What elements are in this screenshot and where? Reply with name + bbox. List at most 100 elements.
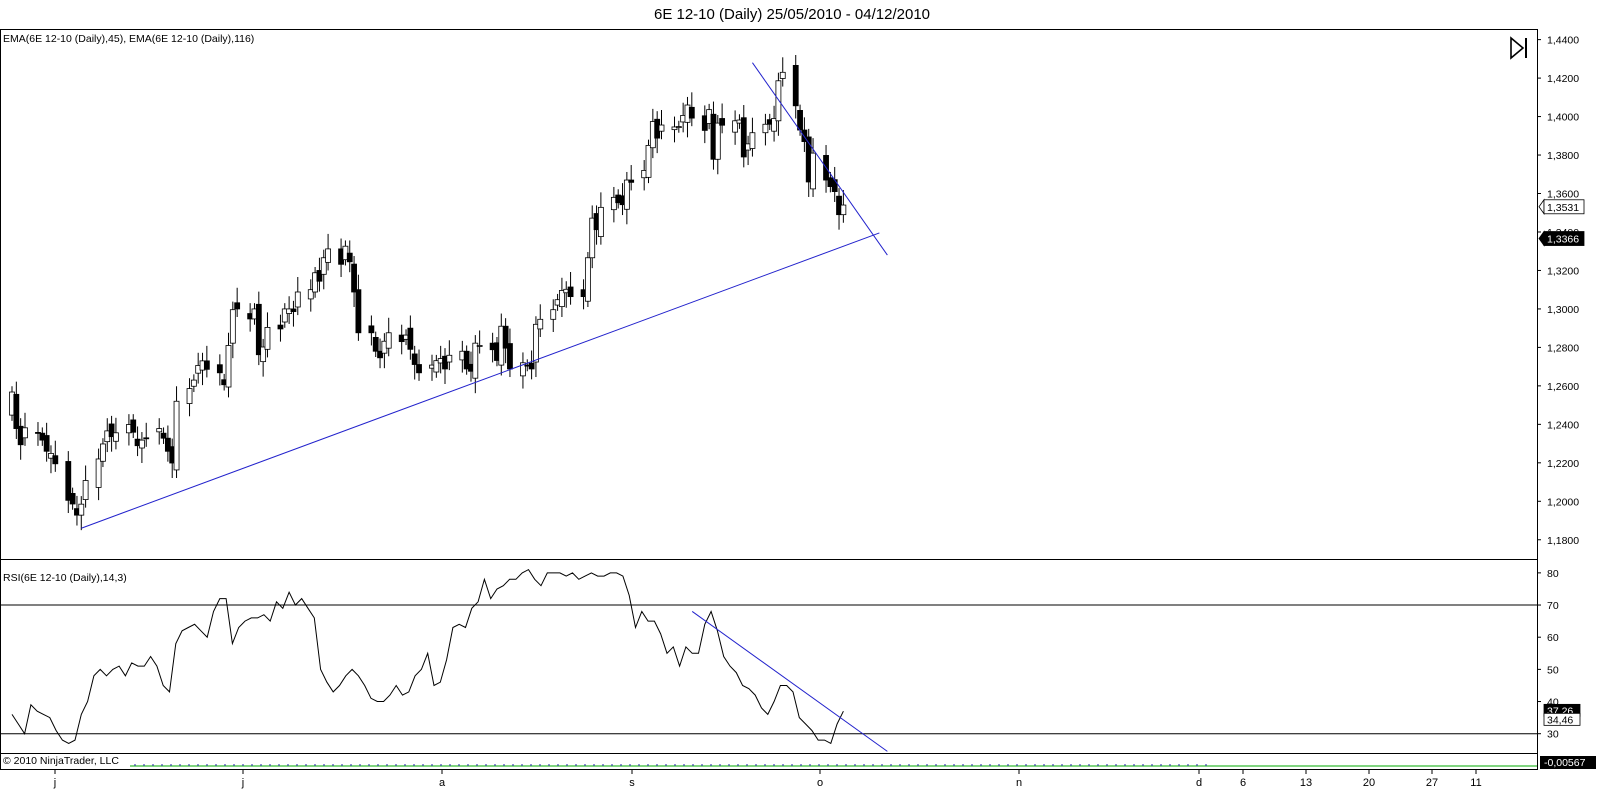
candle-body [69, 493, 76, 505]
candle-body [316, 270, 323, 282]
candle [584, 251, 591, 308]
chart-title: 6E 12-10 (Daily) 25/05/2010 - 04/12/2010 [654, 6, 930, 23]
candle [281, 303, 288, 328]
candle-body [567, 286, 574, 298]
candle-body [95, 458, 102, 488]
candle-body [762, 123, 769, 134]
panel-frames [0, 29, 1538, 770]
rsi-panel-frame [0, 559, 1538, 754]
x-tick-label: s [629, 777, 635, 789]
price-tick-label: 1,2000 [1547, 496, 1579, 508]
candle [775, 72, 782, 136]
candle-body [229, 309, 236, 344]
candle [411, 345, 418, 380]
candle [533, 316, 539, 378]
candle-body [255, 303, 262, 356]
candle [433, 354, 440, 378]
candle-body [749, 132, 756, 149]
price-trendlines [81, 62, 888, 529]
macd-series [130, 764, 1537, 767]
candle [385, 317, 392, 357]
candle [372, 331, 379, 358]
candle [416, 349, 422, 381]
candle-body [442, 355, 448, 370]
candle-body [225, 345, 232, 388]
candle-body [52, 455, 59, 465]
x-tick-label: 20 [1363, 777, 1375, 789]
candle-body [113, 432, 119, 442]
candle [225, 332, 232, 398]
candle-body [775, 80, 782, 122]
candle-body [771, 118, 777, 132]
candle [52, 440, 59, 472]
rsi-tick-label: 60 [1547, 632, 1559, 644]
candle [229, 301, 236, 359]
candle [190, 374, 197, 393]
candle-body [537, 318, 544, 330]
candle [732, 110, 739, 145]
candle [160, 427, 167, 444]
candle-body [840, 204, 847, 216]
candle [688, 92, 695, 127]
candle-body [502, 325, 509, 349]
candle [264, 312, 271, 358]
price-marker-arrow [1538, 230, 1545, 247]
candle-body [550, 309, 557, 320]
candle-body [433, 360, 440, 373]
candle [749, 117, 756, 157]
candle-body [377, 350, 383, 359]
candle-body [277, 324, 284, 330]
macd-value-marker-bg [1540, 756, 1596, 769]
candle [623, 171, 630, 225]
candle-body [368, 325, 375, 334]
rsi-indicator-label: RSI(6E 12-10 (Daily),14,3) [3, 572, 127, 584]
x-tick-label: j [53, 777, 56, 789]
candle [463, 345, 470, 375]
candle-body [520, 362, 526, 377]
candle [234, 287, 241, 318]
price-marker-label: 1,3531 [1547, 202, 1579, 214]
candle-body [610, 196, 617, 211]
price-tick-label: 1,1800 [1547, 535, 1579, 547]
candle-body [190, 379, 197, 387]
candle-body [164, 437, 171, 452]
candle [442, 348, 448, 384]
candle [528, 350, 535, 380]
candle [290, 300, 297, 327]
candle [130, 414, 137, 439]
price-tick-label: 1,2200 [1547, 458, 1579, 470]
skip-to-end-hit[interactable] [1506, 36, 1528, 60]
candle [597, 192, 604, 245]
candle-body [216, 364, 223, 374]
candle [810, 138, 816, 197]
price-marker-box [1543, 199, 1585, 215]
candle [719, 103, 726, 134]
candle-body [281, 308, 288, 323]
candle-body [797, 110, 803, 131]
candle [65, 451, 72, 514]
rsi-downtrend-line [691, 611, 888, 752]
candle [312, 266, 319, 298]
candle-body [628, 179, 635, 183]
skip-to-end-icon[interactable] [1506, 36, 1528, 60]
candle-body [675, 126, 682, 128]
candle-body [290, 308, 297, 313]
candle [762, 113, 769, 146]
candle [69, 487, 76, 510]
skip-to-end-triangle[interactable] [1510, 36, 1525, 60]
candle [100, 438, 106, 468]
candle [792, 55, 799, 119]
candle [143, 422, 150, 447]
candle [82, 465, 89, 508]
x-tick-label: d [1196, 777, 1202, 789]
macd-value-label: -0,00567 [1544, 757, 1586, 769]
candle [377, 338, 383, 369]
price-tick-label: 1,2600 [1547, 381, 1579, 393]
rsi-line [11, 568, 844, 745]
x-tick-label: j [241, 777, 244, 789]
candle-body [623, 179, 630, 210]
x-tick-label: 13 [1300, 777, 1312, 789]
candle-body [810, 152, 816, 190]
candle [346, 240, 353, 273]
